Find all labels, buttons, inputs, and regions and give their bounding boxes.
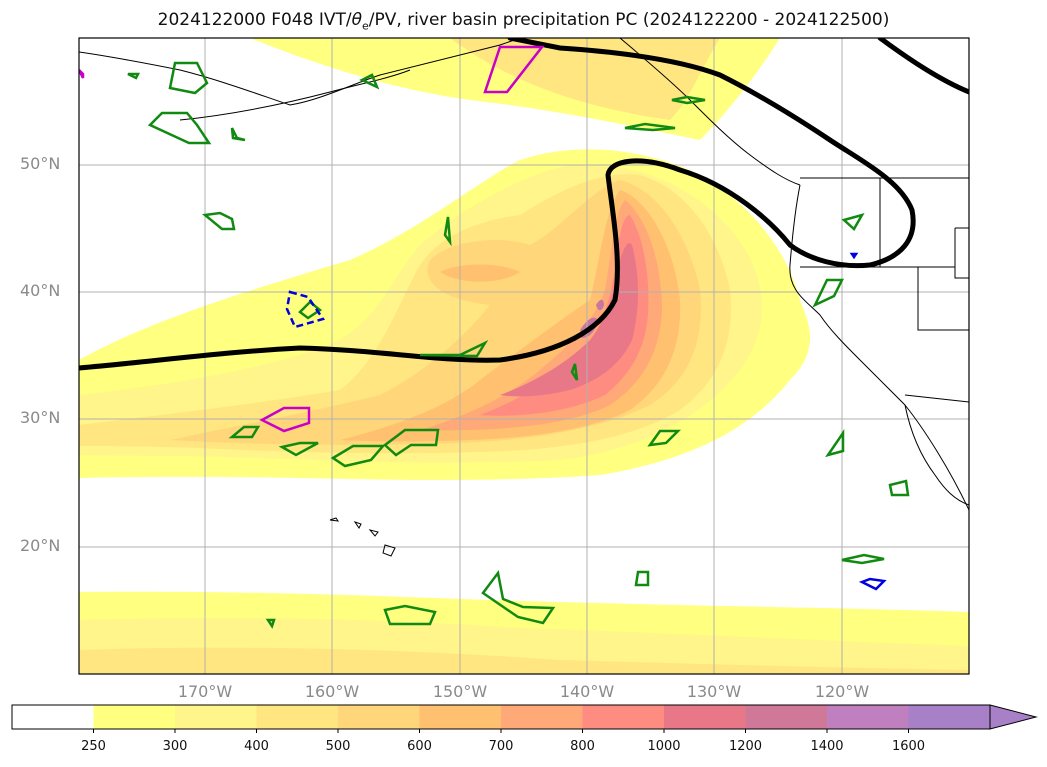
lon-label-160: 160°W [304,682,360,701]
green-contour [278,441,319,457]
green-contour [230,127,246,142]
alaska-peninsula [179,69,411,121]
green-contour [825,428,845,458]
state-border-4 [954,227,969,279]
black-contours [79,38,969,371]
colorbar-segment [12,705,94,729]
colorbar-segment [664,705,746,729]
colorbar-segment [745,705,828,729]
baja [904,404,969,506]
magenta-contour [483,45,545,94]
lon-label-130: 130°W [686,682,742,701]
colorbar-tick-label: 1000 [647,739,681,754]
lat-label-40: 40°N [20,281,61,300]
colorbar-extend-arrow [989,704,1038,730]
colorbar [11,704,1038,733]
green-contour [298,300,323,320]
green-contour [383,428,440,457]
green-contour [634,570,650,587]
lat-label-30: 30°N [20,408,61,427]
colorbar-tick-label: 800 [570,739,595,754]
green-contour [624,122,676,132]
magenta-contours [79,45,545,433]
green-contour [419,340,489,358]
green-contour [841,553,885,565]
coastlines [79,38,969,557]
colorbar-segment [93,705,176,729]
colorbar-tick-label: 1400 [810,739,844,754]
map-frame [78,37,970,675]
green-contour [383,604,437,626]
green-contour [481,569,556,625]
black-contour-north [877,38,969,95]
colorbar-tick-label: 500 [325,739,351,754]
colorbar-segment [908,705,991,729]
colorbar-segment [256,705,339,729]
lon-label-120: 120°W [814,682,870,701]
green-contour [359,73,380,90]
black-contour-main [79,38,916,371]
hawaii-islands [329,517,396,557]
colorbar-segment [338,705,420,729]
colorbar-tick-label: 400 [244,739,269,754]
green-contour [265,618,276,629]
colorbar-tick-label: 1600 [891,739,926,754]
lat-label-20: 20°N [20,536,61,555]
bc-coast [619,38,801,186]
colorbar-tick-label: 700 [488,739,514,754]
colorbar-segment [582,705,665,729]
magenta-contour [259,406,311,433]
west-coast [789,184,969,511]
magenta-contour [79,69,85,79]
mexico-border [904,394,969,403]
alaska-coast [79,38,521,106]
lat-label-50: 50°N [20,154,61,173]
green-contour [201,211,236,231]
green-contour [443,216,452,247]
state-border-3 [917,267,969,331]
lon-label-170: 170°W [177,682,233,701]
blue-contour [858,577,887,591]
green-contour [888,479,910,497]
green-contour [671,95,706,105]
ivt-band-south-core [79,647,969,674]
green-contour [330,444,386,468]
colorbar-segment [419,705,502,729]
green-contour [647,429,682,447]
blue-contour [849,252,859,260]
green-contour [570,363,579,381]
map-title: 2024122000 F048 IVT/θe/PV, river basin p… [157,10,890,33]
blue-contour-dashed [285,290,326,329]
green-contour [812,278,845,308]
green-contour [841,212,865,231]
colorbar-segment [175,705,257,729]
colorbar-segment [827,705,909,729]
green-contour [228,425,261,439]
lon-label-140: 140°W [559,682,615,701]
ivt-level-1000 [500,243,638,397]
green-contour [168,61,209,95]
colorbar-tick-label: 250 [81,739,106,754]
green-contour [127,72,141,80]
colorbar-tick-label: 1200 [728,739,763,754]
green-contours [127,61,910,629]
ivt-shading [79,38,969,674]
green-contour [147,111,212,145]
colorbar-tick-label: 300 [162,739,188,754]
blue-contours [285,252,887,591]
colorbar-segment [501,705,583,729]
colorbar-tick-label: 600 [407,739,432,754]
lon-label-150: 150°W [432,682,488,701]
